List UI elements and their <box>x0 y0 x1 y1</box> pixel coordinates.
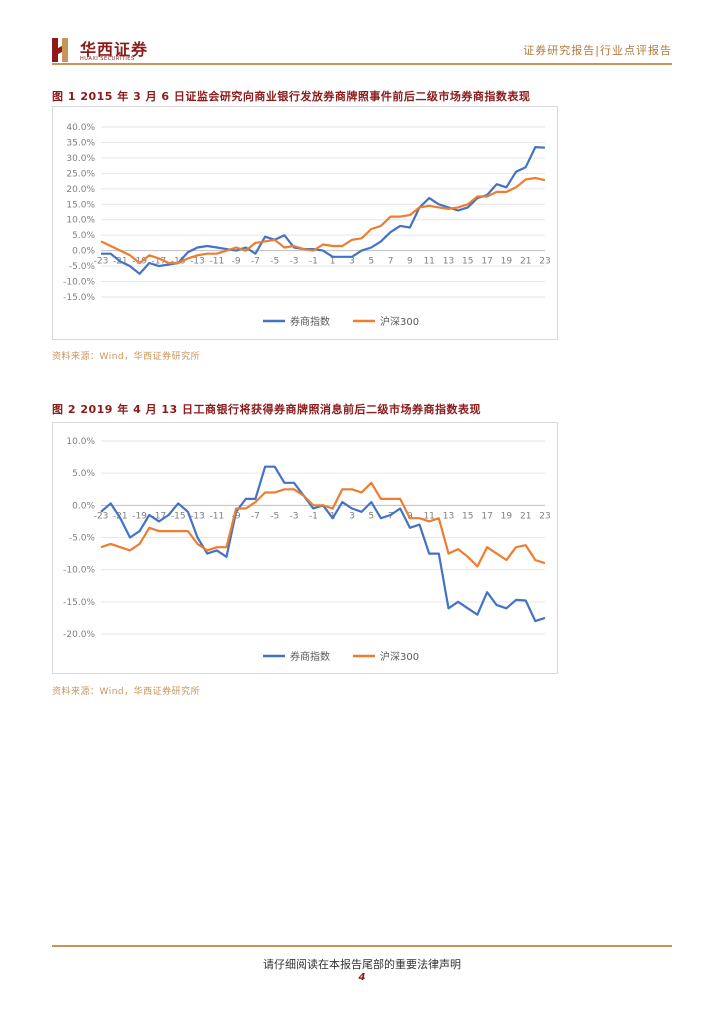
logo-text-cn: 华西证券 <box>80 40 149 59</box>
legend-label: 券商指数 <box>290 650 330 663</box>
x-tick-label: 13 <box>443 257 454 267</box>
x-tick-label: 19 <box>501 511 513 521</box>
series-line-1 <box>100 481 546 568</box>
x-tick-label: -15 <box>171 511 186 521</box>
legend-label: 沪深300 <box>380 315 419 328</box>
y-tick-label: 10.0% <box>66 437 95 447</box>
y-tick-label: 40.0% <box>66 123 95 133</box>
header-divider <box>52 63 672 65</box>
figure-2-title: 图 2 2019 年 4 月 13 日工商银行将获得券商牌照消息前后二级市场券商… <box>52 403 482 416</box>
legal-notice: 请仔细阅读在本报告尾部的重要法律声明 <box>263 958 461 971</box>
series-line-1 <box>100 176 546 265</box>
huaxi-logo-icon <box>52 38 68 62</box>
x-tick-label: -5 <box>270 511 279 521</box>
logo-text-en: HUAXI SECURITIES <box>80 56 135 62</box>
report-type-label: 证券研究报告|行业点评报告 <box>523 44 672 57</box>
y-tick-label: 35.0% <box>66 138 95 148</box>
x-tick-label: -11 <box>209 511 224 521</box>
x-tick-label: 13 <box>443 511 454 521</box>
figure-2-chart-svg: 10.0% 5.0% 0.0% -5.0% -10.0% -15.0% -20.0% -23 -… <box>63 437 551 663</box>
x-tick-label: -1 <box>309 511 318 521</box>
x-tick-label: -23 <box>94 511 109 521</box>
y-tick-label: 5.0% <box>72 469 95 479</box>
x-tick-label: 17 <box>481 257 492 267</box>
y-tick-label: -10.0% <box>63 278 95 288</box>
x-tick-label: -11 <box>209 257 224 267</box>
x-tick-label: 1 <box>330 257 336 267</box>
x-tick-label: 7 <box>388 257 394 267</box>
y-tick-label: -15.0% <box>63 293 95 303</box>
x-tick-label: 15 <box>462 511 473 521</box>
x-tick-label: 17 <box>481 511 492 521</box>
x-tick-label: -1 <box>309 257 318 267</box>
x-tick-label: 21 <box>520 511 531 521</box>
x-tick-label: 3 <box>349 257 355 267</box>
y-tick-label: 20.0% <box>66 185 95 195</box>
figure-1-title: 图 1 2015 年 3 月 6 日证监会研究向商业银行发放券商牌照事件前后二级… <box>52 90 531 103</box>
x-tick-label: -9 <box>232 511 241 521</box>
x-tick-label: -5 <box>270 257 279 267</box>
x-tick-label: -3 <box>290 257 299 267</box>
figure-2-source: 资料来源：Wind，华西证券研究所 <box>52 687 201 697</box>
y-tick-label: 10.0% <box>66 216 95 226</box>
x-tick-label: 19 <box>501 257 513 267</box>
x-tick-label: 23 <box>539 257 550 267</box>
y-tick-label: 15.0% <box>66 200 95 210</box>
x-tick-label: 23 <box>539 511 550 521</box>
x-tick-label: -3 <box>290 511 299 521</box>
logo: 华西证券 HUAXI SECURITIES <box>52 36 172 64</box>
y-tick-label: -15.0% <box>63 598 95 608</box>
x-tick-label: 9 <box>407 257 413 267</box>
legend-label: 券商指数 <box>290 315 330 328</box>
x-tick-label: -17 <box>152 511 167 521</box>
y-tick-label: -10.0% <box>63 566 95 576</box>
x-tick-label: 15 <box>462 257 473 267</box>
y-tick-label: -20.0% <box>63 630 95 640</box>
x-tick-label: -13 <box>190 257 205 267</box>
footer-divider <box>52 945 672 947</box>
figure-1-chart: 40.0% 35.0% 30.0% 25.0% 20.0% 15.0% 10.0% 5.0% 0… <box>52 106 558 340</box>
x-tick-label: 11 <box>423 511 434 521</box>
x-tick-label: 21 <box>520 257 531 267</box>
x-tick-label: -23 <box>94 257 109 267</box>
y-tick-label: 0.0% <box>72 501 95 511</box>
x-tick-label: 11 <box>423 257 434 267</box>
x-tick-label: -9 <box>232 257 241 267</box>
x-tick-label: 7 <box>388 511 394 521</box>
x-tick-label: -7 <box>251 257 260 267</box>
series-line-0 <box>101 145 546 275</box>
x-tick-label: -7 <box>251 511 260 521</box>
series-line-0 <box>100 465 546 623</box>
x-tick-label: 3 <box>349 511 355 521</box>
x-tick-label: 5 <box>368 511 374 521</box>
figure-1-source: 资料来源：Wind，华西证券研究所 <box>52 352 201 362</box>
y-tick-label: 5.0% <box>72 231 95 241</box>
y-tick-label: 25.0% <box>66 169 95 179</box>
x-tick-label: -17 <box>152 257 167 267</box>
page-number: 4 <box>358 972 366 983</box>
figure-2-chart: 10.0% 5.0% 0.0% -5.0% -10.0% -15.0% -20.0% -23 -… <box>52 422 558 674</box>
y-tick-label: -5.0% <box>69 262 96 272</box>
y-tick-label: 0.0% <box>72 247 95 257</box>
figure-1-chart-svg: 40.0% 35.0% 30.0% 25.0% 20.0% 15.0% 10.0% 5.0% 0… <box>63 123 551 328</box>
x-tick-label: -19 <box>132 511 147 521</box>
legend-label: 沪深300 <box>380 650 419 663</box>
y-tick-label: -5.0% <box>69 534 96 544</box>
y-tick-label: 30.0% <box>66 154 95 164</box>
x-tick-label: -13 <box>190 511 205 521</box>
x-tick-label: 5 <box>368 257 374 267</box>
